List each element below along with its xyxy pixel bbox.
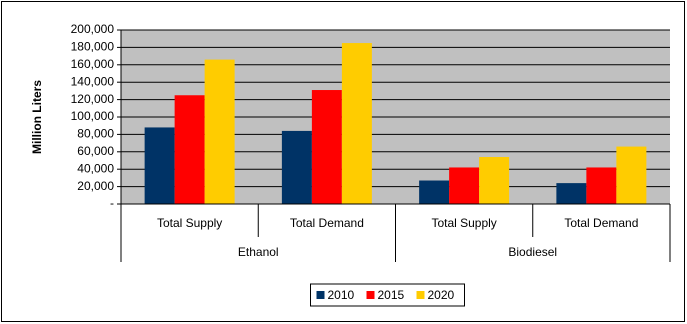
bar xyxy=(311,90,342,204)
y-tick-label: 100,000 xyxy=(71,109,115,123)
y-tick-label: 120,000 xyxy=(71,92,115,106)
x-tick-label: Total Demand xyxy=(564,216,638,230)
legend-box xyxy=(310,283,465,307)
x-tick-label: Total Supply xyxy=(157,216,222,230)
y-tick-label: - xyxy=(110,196,114,210)
bar xyxy=(556,183,587,204)
legend-label: 2010 xyxy=(328,288,355,302)
y-tick-label: 80,000 xyxy=(77,127,114,141)
y-tick-label: 160,000 xyxy=(71,57,115,71)
y-tick-label: 140,000 xyxy=(71,74,115,88)
group-label: Ethanol xyxy=(238,245,279,259)
bar xyxy=(449,167,480,204)
y-tick-label: 20,000 xyxy=(77,179,114,193)
y-tick-label: 200,000 xyxy=(71,22,115,36)
y-tick-label: 60,000 xyxy=(77,144,114,158)
legend-swatch xyxy=(416,291,425,299)
legend-swatch xyxy=(366,291,375,299)
legend-label: 2020 xyxy=(428,288,455,302)
bar xyxy=(204,59,235,204)
group-label: Biodiesel xyxy=(508,245,557,259)
y-tick-label: 180,000 xyxy=(71,40,115,54)
bar xyxy=(419,180,450,204)
bar xyxy=(616,146,647,204)
y-axis-label: Million Liters xyxy=(30,80,44,154)
y-tick-label: 40,000 xyxy=(77,161,114,175)
x-tick-label: Total Supply xyxy=(431,216,496,230)
legend-label: 2015 xyxy=(378,288,405,302)
bar xyxy=(174,95,205,204)
bar xyxy=(341,43,372,204)
legend-swatch xyxy=(316,291,325,299)
bar xyxy=(281,130,312,204)
bar xyxy=(479,157,510,204)
bar xyxy=(586,167,617,204)
x-tick-label: Total Demand xyxy=(290,216,364,230)
bar xyxy=(144,127,175,204)
